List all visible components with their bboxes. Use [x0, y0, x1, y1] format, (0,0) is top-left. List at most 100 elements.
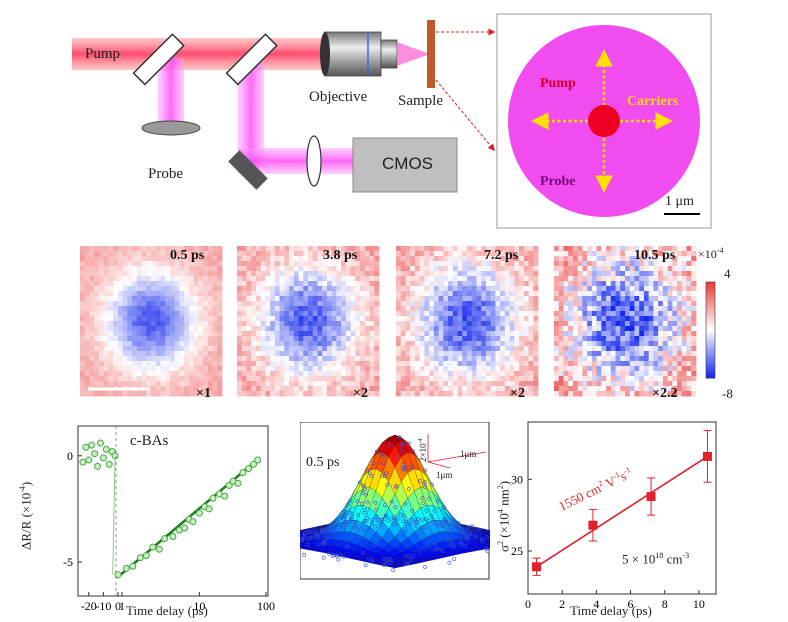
beam-splitter-1	[132, 33, 185, 86]
map-panel-3	[396, 246, 539, 397]
focused-beam	[397, 42, 430, 66]
colorbar-min: -8	[722, 386, 733, 401]
kinetics-point	[161, 535, 169, 543]
kinetics-point	[105, 460, 113, 468]
variance-density: 5 × 1018 cm-3	[622, 551, 690, 567]
inset-pump-label: Pump	[540, 76, 576, 91]
variance-xtick-label: 10	[693, 597, 705, 611]
map-panel-1	[80, 246, 223, 397]
kinetics-point	[254, 456, 262, 464]
kinetics-xtick-label: 0	[115, 599, 121, 613]
inset-probe-label: Probe	[540, 174, 576, 189]
kinetics-ytick-label: -5	[63, 555, 73, 569]
variance-xtick-label: 4	[593, 597, 599, 611]
pump-spot	[588, 105, 620, 137]
kinetics-point	[250, 460, 258, 468]
variance-axes	[527, 421, 717, 595]
kinetics-point	[85, 456, 93, 464]
map-panel-2	[237, 246, 380, 397]
kinetics-point	[122, 564, 130, 572]
kinetics-xtick-label: -20	[81, 599, 97, 613]
inset-carriers-label: Carriers	[627, 94, 679, 109]
kinetics-point	[96, 439, 104, 447]
kinetics-point	[102, 445, 110, 453]
variance-xtick-label: 0	[525, 597, 531, 611]
surface-axis-y	[427, 461, 451, 469]
kinetics-point	[79, 458, 87, 466]
variance-ytick-label: 30	[511, 472, 523, 486]
kinetics-point	[239, 469, 247, 477]
variance-point	[646, 492, 656, 502]
kinetics-point	[88, 441, 96, 449]
variance-xtick-label: 8	[662, 597, 668, 611]
map-time-3: 7.2 ps	[484, 248, 519, 263]
map-time-4: 10.5 ps	[634, 248, 676, 263]
kinetics-point	[114, 571, 122, 579]
mirror	[228, 150, 268, 190]
probe-lens	[141, 120, 201, 136]
kinetics-point	[155, 545, 163, 553]
inset-scalebar-label: 1 μm	[665, 194, 694, 209]
kinetics-point	[245, 465, 253, 472]
kinetics-point	[221, 492, 229, 500]
kinetics-point	[99, 454, 107, 462]
variance-fit-line	[536, 455, 708, 568]
pump-beam	[72, 38, 322, 70]
map-factor-2: ×2	[353, 386, 368, 401]
probe-beam-in	[158, 58, 184, 130]
kinetics-xtick-label: -10	[95, 599, 111, 613]
variance-point	[588, 520, 598, 530]
kinetics-drop	[112, 455, 116, 575]
variance-xtick-label: 2	[559, 597, 565, 611]
probe-label: Probe	[148, 166, 183, 182]
kinetics-point	[94, 462, 102, 470]
surface-scale-x: 1μm	[460, 449, 477, 459]
kinetics-point	[82, 443, 90, 451]
kinetics-point	[91, 450, 99, 458]
kinetics-point	[189, 518, 197, 526]
transient-reflectance-maps	[80, 246, 716, 397]
colorbar	[705, 281, 716, 379]
pump-label: Pump	[85, 46, 121, 62]
colorbar-max: 4	[724, 266, 731, 281]
kinetics-ytick-label: 0	[67, 449, 73, 463]
kinetics-point	[136, 554, 144, 562]
optical-setup-diagram	[72, 13, 712, 229]
surface-scale-z: 2×10-4	[418, 438, 428, 462]
kinetics-point	[149, 543, 157, 551]
kinetics-ylabel: ΔR/R (×10-4)	[18, 481, 34, 550]
kinetics-point	[234, 479, 242, 487]
map-factor-3: ×2	[510, 386, 525, 401]
surface-scale-y: 1μm	[436, 470, 453, 480]
kinetics-point	[195, 509, 203, 517]
variance-xlabel: Time delay (ps)	[570, 603, 652, 618]
variance-xtick-label: 6	[628, 597, 634, 611]
kinetics-title: c-BAs	[130, 433, 169, 449]
kinetics-point	[129, 562, 137, 570]
surface-plot	[300, 422, 490, 580]
kinetics-point	[142, 552, 150, 560]
kinetics-xlabel: Time delay (ps)	[126, 603, 208, 618]
variance-chart: 0 2 4 6 8 10 25 30	[511, 421, 717, 611]
map-time-1: 0.5 ps	[170, 248, 205, 263]
map-time-2: 3.8 ps	[323, 248, 358, 263]
sample-label: Sample	[398, 93, 443, 109]
colorbar-exponent: ×10-4	[698, 246, 724, 261]
variance-point	[532, 562, 542, 572]
objective-label: Objective	[309, 89, 368, 105]
kinetics-point	[225, 482, 233, 489]
kinetics-point	[205, 505, 213, 513]
kinetics-point	[169, 533, 177, 540]
variance-point	[702, 451, 712, 461]
kinetics-xtick-label: 1	[119, 599, 125, 613]
surface-label: 0.5 ps	[306, 455, 340, 470]
kinetics-point	[111, 452, 119, 460]
kinetics-xtick-label: 100	[257, 599, 275, 613]
camera-lens	[306, 135, 322, 187]
objective-icon	[320, 31, 398, 77]
map-factor-4: ×2.2	[652, 386, 678, 401]
cmos-label: CMOS	[382, 154, 433, 173]
cmos-camera	[352, 137, 458, 193]
kinetics-xtick-label: 10	[193, 599, 205, 613]
